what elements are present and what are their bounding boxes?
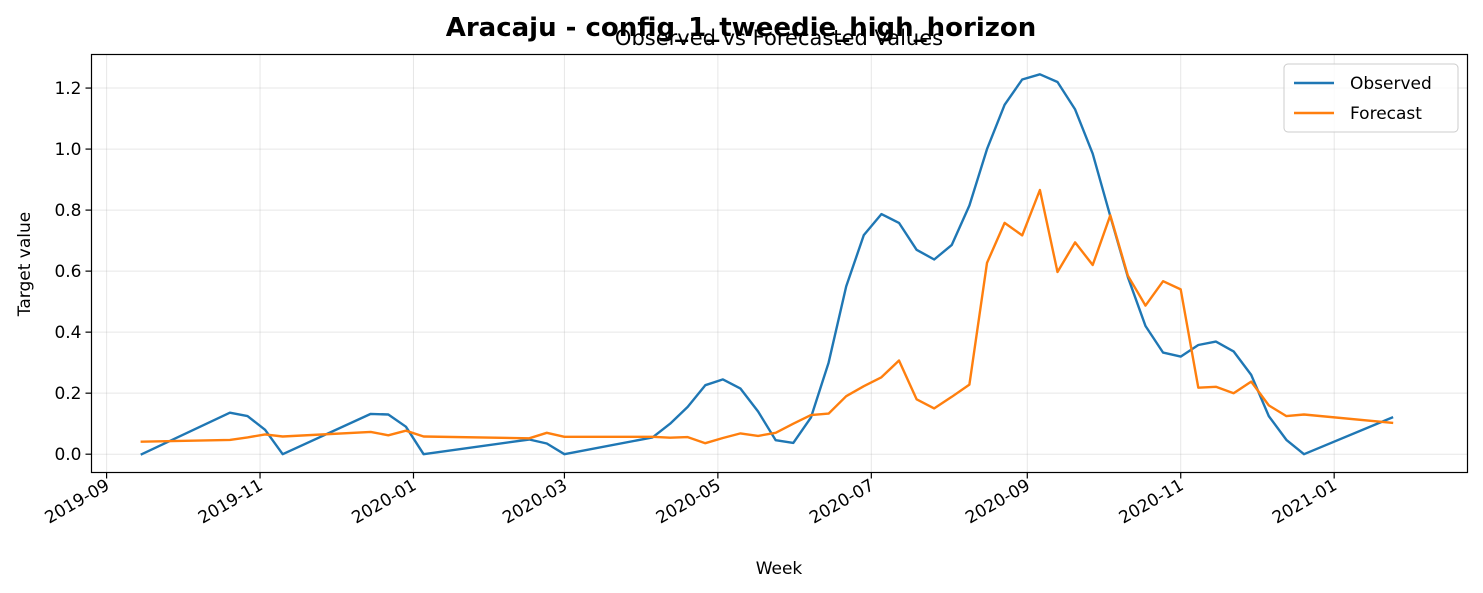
- y-tick-label: 0.6: [54, 262, 81, 282]
- legend-label-forecast: Forecast: [1350, 104, 1422, 124]
- chart-title: Observed vs Forecasted Values: [615, 26, 943, 50]
- y-tick-label: 1.2: [54, 79, 81, 99]
- series-lines: [140, 73, 1394, 456]
- grid: [91, 54, 1468, 473]
- x-axis-label: Week: [756, 559, 803, 579]
- y-tick-label: 0.2: [54, 384, 81, 404]
- legend: Observed Forecast: [1283, 63, 1459, 133]
- y-tick-label: 0.8: [54, 201, 81, 221]
- legend-box: [1283, 63, 1459, 133]
- chart-suptitle: Aracaju - config_1_tweedie_high_horizon: [446, 13, 1037, 43]
- series-line-observed: [140, 73, 1394, 456]
- y-tick-label: 0.0: [54, 445, 81, 465]
- plot-area-frame: [90, 53, 1469, 474]
- series-line-forecast: [140, 188, 1394, 445]
- y-tick-label: 0.4: [54, 323, 81, 343]
- y-axis: 0.0 0.2 0.4 0.6 0.8 1.0 1.2: [54, 79, 92, 465]
- legend-label-observed: Observed: [1350, 74, 1432, 94]
- y-tick-label: 1.0: [54, 140, 81, 160]
- y-axis-label: Target value: [15, 212, 35, 317]
